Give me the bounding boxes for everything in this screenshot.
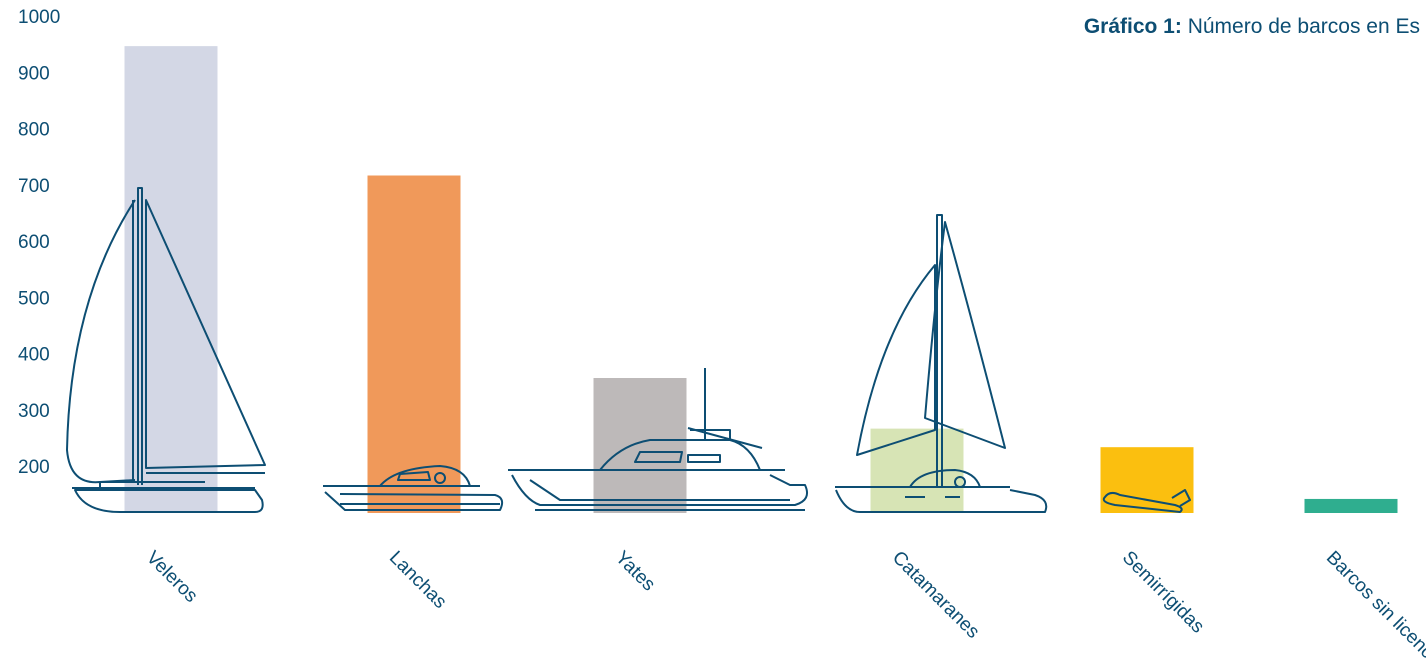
title-prefix: Gráfico 1: (1084, 15, 1182, 38)
x-tick-label: Catamaranes (888, 547, 984, 643)
y-tick-label: 700 (18, 176, 50, 197)
y-tick-label: 500 (18, 288, 50, 309)
motorboat-drawing (323, 465, 504, 511)
y-tick-label: 800 (18, 120, 50, 141)
y-tick-label: 300 (18, 401, 50, 422)
bar (593, 378, 687, 513)
bar (124, 46, 218, 513)
y-tick-label: 200 (18, 457, 50, 478)
bar (1304, 498, 1398, 513)
x-tick-label: Barcos sin licencia (1322, 547, 1426, 662)
chart-title: Gráfico 1: Número de barcos en Es (1084, 15, 1420, 38)
y-tick-label: 1000 (18, 7, 60, 28)
boat-illustrations (66, 187, 1191, 513)
catamaran-drawing (835, 214, 1048, 513)
catamaran-porthole (954, 476, 966, 488)
y-tick-label: 600 (18, 232, 50, 253)
bar (367, 175, 461, 513)
dinghy-drawing (1102, 489, 1191, 513)
x-tick-label: Lanchas (385, 547, 451, 613)
y-tick-label: 400 (18, 345, 50, 366)
sailboat-drawing (66, 187, 266, 513)
x-tick-label: Yates (611, 547, 659, 595)
y-tick-label: 900 (18, 63, 50, 84)
title-text: Número de barcos en Es (1188, 15, 1420, 38)
motorboat-porthole (434, 472, 446, 484)
bar (1100, 447, 1194, 513)
yacht-drawing (508, 368, 808, 511)
x-tick-label: Semirrígidas (1118, 547, 1208, 637)
x-tick-label: Veleros (142, 547, 202, 607)
bars (124, 46, 1398, 513)
